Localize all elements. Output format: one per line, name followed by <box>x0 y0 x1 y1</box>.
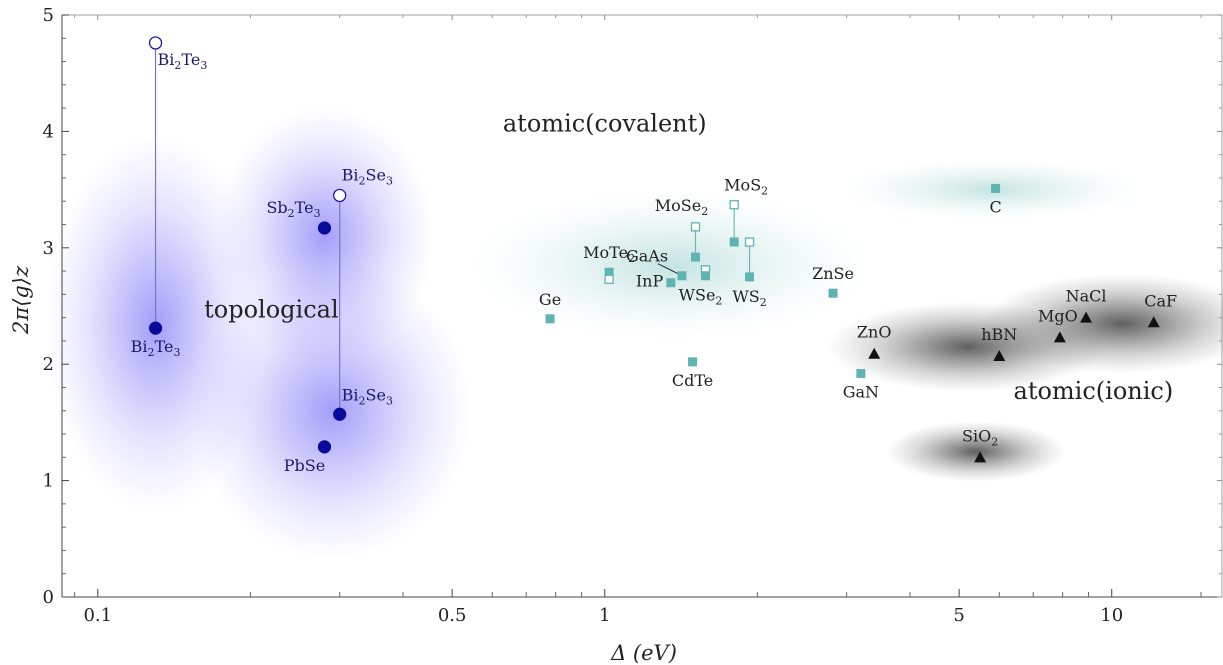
point-label: MoS2​ <box>724 176 768 198</box>
point-label: PbSe <box>284 456 325 475</box>
point-label: GaAs <box>626 247 668 266</box>
point-label: WS2​ <box>732 287 766 309</box>
data-point <box>333 188 347 203</box>
data-point <box>700 271 710 281</box>
data-point <box>856 369 866 379</box>
point-label: CaF <box>1144 291 1177 310</box>
region-label: atomic(ionic) <box>1014 377 1174 405</box>
point-label: NaCl <box>1066 287 1107 306</box>
data-point <box>688 357 698 367</box>
data-point <box>868 347 881 359</box>
x-tick-label: 1 <box>599 605 610 626</box>
density-cloud <box>214 106 435 367</box>
data-point <box>993 350 1006 362</box>
data-point <box>744 237 755 247</box>
data-points <box>148 36 1160 463</box>
data-point <box>604 267 614 277</box>
data-point <box>148 36 163 50</box>
point-label: WSe2​ <box>679 286 723 308</box>
data-point <box>666 278 676 288</box>
data-point <box>828 288 838 298</box>
data-point <box>1147 316 1160 328</box>
point-label: MgO <box>1038 306 1078 325</box>
point-label: SiO2​ <box>962 426 998 448</box>
point-label: CdTe <box>672 371 713 390</box>
y-tick-label: 4 <box>43 121 54 142</box>
point-label: ZnSe <box>812 264 854 283</box>
region-labels: topological atomic(covalent) atomic(ionic) <box>204 109 1173 405</box>
point-label: Bi2​Se3​ <box>342 165 393 187</box>
density-cloud <box>470 190 871 341</box>
y-tick-label: 1 <box>43 471 54 492</box>
y-tick-label: 5 <box>43 5 54 26</box>
point-label: Bi2​Te3​ <box>131 337 181 359</box>
point-labels: Bi2​Te3​ Bi2​Te3​ Bi2​Se3​ Bi2​Se3​ Sb2​Te3​… <box>131 50 1177 475</box>
y-axis-label: 2π⟨g⟩z <box>9 265 33 335</box>
point-label: InP <box>636 272 664 291</box>
data-point <box>745 272 755 282</box>
data-point <box>148 321 163 335</box>
x-tick-label: 10 <box>1100 605 1123 626</box>
data-point <box>690 222 701 232</box>
region-label: atomic(covalent) <box>503 109 707 137</box>
x-axis-label: Δ (eV) <box>610 641 677 665</box>
point-label: GaN <box>843 383 879 402</box>
point-label: ZnO <box>857 323 892 342</box>
point-label: MoTe2​ <box>583 243 635 265</box>
data-point <box>729 237 739 247</box>
point-label: Sb2​Te3​ <box>266 198 320 220</box>
density-cloud <box>982 273 1223 374</box>
data-point <box>991 183 1001 193</box>
x-tick-label: 0.1 <box>83 605 112 626</box>
data-point <box>729 200 739 210</box>
x-tick-label: 5 <box>953 605 964 626</box>
y-tick-label: 3 <box>43 238 54 259</box>
point-label: Bi2​Te3​ <box>158 50 208 72</box>
y-tick-label: 2 <box>43 354 54 375</box>
x-tick-label: 0.5 <box>438 605 467 626</box>
point-label: MoSe2​ <box>655 196 708 218</box>
point-label: Bi2​Se3​ <box>342 385 393 407</box>
data-point <box>974 451 987 463</box>
plot-frame <box>61 14 1223 598</box>
density-cloud <box>886 421 1067 482</box>
data-point <box>1053 331 1066 343</box>
data-point <box>317 440 332 454</box>
data-point <box>604 274 614 284</box>
axis-ticks: 0 1 2 3 4 5 0.1 0.5 1 5 10 <box>43 5 1222 626</box>
data-point <box>317 221 332 235</box>
data-point <box>677 271 687 281</box>
region-label: topological <box>204 296 339 324</box>
point-label: Ge <box>539 290 561 309</box>
data-point <box>545 314 555 324</box>
density-clouds <box>45 106 1223 561</box>
data-point <box>333 407 347 421</box>
point-label: hBN <box>981 325 1017 344</box>
y-tick-label: 0 <box>43 587 54 608</box>
data-point <box>690 252 700 262</box>
data-point <box>1080 311 1093 323</box>
point-label: C <box>989 197 1001 216</box>
connector-lines <box>154 42 751 415</box>
